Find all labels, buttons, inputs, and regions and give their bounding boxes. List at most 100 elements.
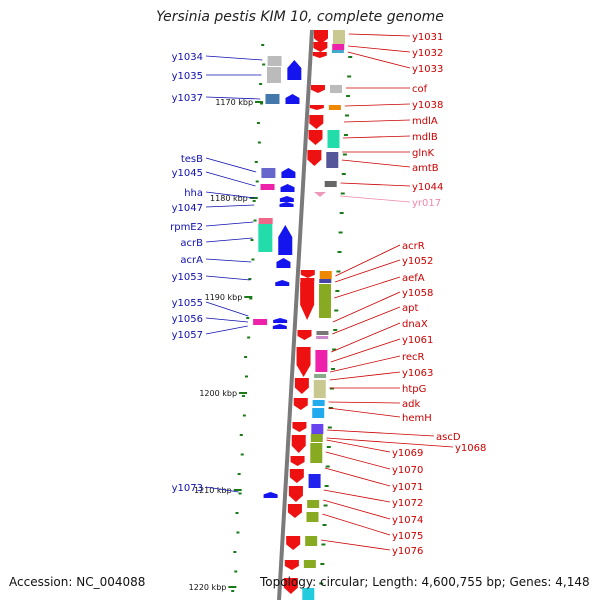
gene-block bbox=[253, 319, 268, 325]
leader-line bbox=[328, 401, 401, 404]
leader-line bbox=[205, 317, 248, 323]
leader-line bbox=[205, 258, 252, 263]
scale-tick bbox=[242, 414, 246, 417]
scale-tick bbox=[329, 387, 334, 390]
gene-block bbox=[312, 400, 325, 406]
scale-tick bbox=[235, 512, 239, 514]
leader-line bbox=[322, 513, 391, 536]
leader-line bbox=[335, 259, 401, 283]
leader-line bbox=[343, 119, 411, 123]
gene-block bbox=[258, 218, 273, 224]
gene-block bbox=[302, 588, 315, 600]
pseudo-gene bbox=[314, 192, 326, 197]
leader-line bbox=[335, 244, 401, 277]
leader-line bbox=[330, 338, 401, 363]
scale-tick bbox=[332, 348, 337, 351]
gene-arrow bbox=[289, 469, 304, 483]
leader-line bbox=[320, 539, 391, 551]
gene-arrow bbox=[275, 280, 290, 286]
gene-arrow bbox=[313, 42, 328, 52]
leader-line bbox=[205, 204, 255, 208]
scale-tick bbox=[342, 153, 347, 156]
right-gene-label: acrR bbox=[402, 241, 425, 252]
leader-line bbox=[323, 489, 391, 503]
left-gene-label: hha bbox=[184, 188, 203, 199]
right-gene-label: adk bbox=[402, 399, 420, 410]
right-gene-label: y1061 bbox=[402, 335, 433, 346]
right-gene-label: y1071 bbox=[392, 482, 423, 493]
leader-line bbox=[324, 467, 391, 487]
scale-tick bbox=[236, 531, 240, 534]
leader-line bbox=[205, 325, 248, 335]
left-gene-label: y1047 bbox=[172, 203, 203, 214]
right-gene-label: glnK bbox=[412, 148, 434, 159]
leader-line bbox=[348, 33, 411, 37]
right-gene-label: y1074 bbox=[392, 515, 423, 526]
gene-arrow bbox=[300, 270, 315, 278]
leader-line bbox=[347, 51, 411, 69]
scale-tick bbox=[348, 56, 353, 58]
scale-tick bbox=[341, 173, 346, 175]
scale-tick bbox=[241, 395, 245, 397]
scale-tick bbox=[234, 570, 238, 573]
scale-tick bbox=[238, 492, 242, 495]
accession-label: Accession: NC_004088 bbox=[9, 575, 146, 589]
right-gene-label: amtB bbox=[412, 163, 439, 174]
scale-tick bbox=[336, 270, 341, 273]
scale-label: 1190 kbp bbox=[205, 293, 243, 302]
gene-block bbox=[308, 474, 321, 488]
right-gene-label: y1075 bbox=[392, 531, 423, 542]
right-gene-label: y1072 bbox=[392, 498, 423, 509]
scale-tick bbox=[325, 465, 330, 468]
gene-arrow bbox=[273, 318, 288, 323]
scale-tick bbox=[322, 524, 327, 526]
right-gene-label: y1058 bbox=[402, 288, 433, 299]
right-gene-label: hemH bbox=[402, 413, 432, 424]
track-line bbox=[277, 29, 314, 600]
scale-tick bbox=[255, 180, 259, 183]
right-gene-label: y1068 bbox=[455, 443, 486, 454]
scale-tick bbox=[337, 251, 342, 253]
leader-line bbox=[205, 171, 256, 187]
right-gene-label: dnaX bbox=[402, 319, 428, 330]
scale-label: 1180 kbp bbox=[210, 194, 248, 203]
gene-arrow bbox=[312, 52, 327, 58]
scale-label: 1200 kbp bbox=[199, 389, 237, 398]
gene-block bbox=[310, 434, 323, 442]
gene-arrow bbox=[297, 330, 312, 340]
scale-tick bbox=[250, 239, 254, 241]
scale-tick bbox=[253, 219, 257, 222]
gene-block bbox=[305, 536, 318, 546]
right-gene-label: y1069 bbox=[392, 448, 423, 459]
left-gene-label: acrA bbox=[180, 255, 203, 266]
scale-tick bbox=[347, 75, 352, 78]
gene-arrow bbox=[291, 435, 306, 453]
leader-line bbox=[325, 451, 391, 470]
gene-block bbox=[267, 56, 282, 66]
topology-label: Topology: circular; Length: 4,600,755 bp… bbox=[260, 575, 590, 589]
leader-line bbox=[339, 195, 411, 203]
gene-arrow bbox=[300, 278, 315, 284]
gene-block bbox=[333, 30, 345, 44]
leader-line bbox=[205, 486, 239, 493]
scale-tick bbox=[251, 258, 255, 261]
right-gene-label: y1038 bbox=[412, 100, 443, 111]
scale-tick bbox=[244, 356, 248, 358]
scale-tick bbox=[327, 426, 332, 429]
leader-line bbox=[328, 407, 401, 418]
gene-block bbox=[319, 271, 332, 279]
leader-line bbox=[332, 306, 401, 335]
gene-arrow bbox=[300, 282, 315, 320]
gene-block bbox=[265, 94, 280, 104]
map-title: Yersinia pestis KIM 10, complete genome bbox=[156, 9, 444, 25]
gene-arrow bbox=[296, 347, 311, 377]
gene-block bbox=[319, 279, 332, 283]
right-gene-label: ascD bbox=[436, 432, 461, 443]
scale-tick bbox=[257, 141, 261, 144]
gene-block bbox=[332, 44, 345, 50]
gene-block bbox=[306, 512, 319, 522]
gene-block bbox=[307, 500, 320, 508]
gene-arrow bbox=[287, 60, 302, 80]
scale-tick bbox=[239, 434, 243, 436]
right-gene-label: apt bbox=[402, 303, 418, 314]
